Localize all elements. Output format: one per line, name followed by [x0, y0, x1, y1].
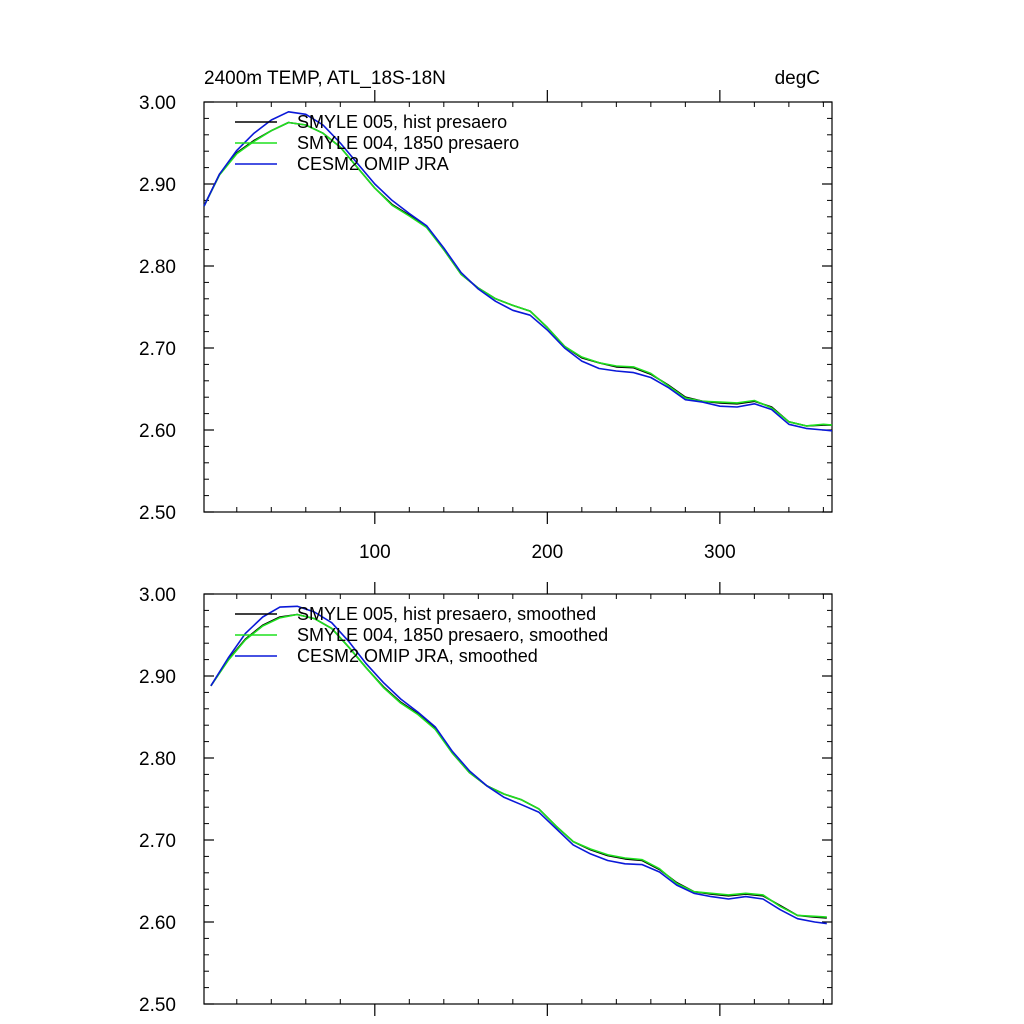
chart-panel-2: 2.50 2.60 2.70 2.80 2.90 3.00 SMYLE 005, hist … [139, 582, 833, 1016]
y-tick-label: 2.70 [139, 831, 176, 852]
y-tick-label: 2.90 [139, 175, 176, 196]
plot-frame [203, 593, 833, 1005]
y-tick-label: 2.50 [139, 503, 176, 524]
chart-panels: 2.50 2.60 2.70 2.80 2.90 3.00 100 200 300 SMYLE 0… [139, 90, 833, 1016]
y-tick-label: 2.60 [139, 421, 176, 442]
figure-title: 2400m TEMP, ATL_18S-18N [204, 68, 446, 89]
legend-label-2: SMYLE 004, 1850 presaero [297, 133, 519, 153]
legend-label-3: CESM2 OMIP JRA, smoothed [297, 646, 538, 666]
y-tick-label: 3.00 [139, 585, 176, 606]
y-tick-label: 2.50 [139, 995, 176, 1016]
x-tick-label: 300 [704, 542, 736, 563]
y-tick-label: 3.00 [139, 93, 176, 114]
chart-panel-1: 2.50 2.60 2.70 2.80 2.90 3.00 100 200 300 SMYLE 0… [139, 90, 833, 563]
y-tick-label: 2.70 [139, 339, 176, 360]
series-line-3 [203, 111, 833, 432]
units-label: degC [775, 68, 820, 89]
y-tick-label: 2.90 [139, 667, 176, 688]
plot-frame [203, 101, 833, 513]
series-line-2 [203, 121, 833, 427]
legend-label-1: SMYLE 005, hist presaero, smoothed [297, 604, 596, 624]
legend-label-3: CESM2 OMIP JRA [297, 154, 449, 174]
y-tick-label: 2.80 [139, 749, 176, 770]
series-line-3 [210, 605, 827, 925]
y-tick-label: 2.60 [139, 913, 176, 934]
x-tick-label: 100 [359, 542, 391, 563]
legend-label-2: SMYLE 004, 1850 presaero, smoothed [297, 625, 608, 645]
y-tick-label: 2.80 [139, 257, 176, 278]
legend: SMYLE 005, hist presaero, smoothedSMYLE … [235, 604, 608, 666]
legend-label-1: SMYLE 005, hist presaero [297, 112, 507, 132]
x-tick-label: 200 [531, 542, 563, 563]
series-line-2 [210, 613, 827, 918]
